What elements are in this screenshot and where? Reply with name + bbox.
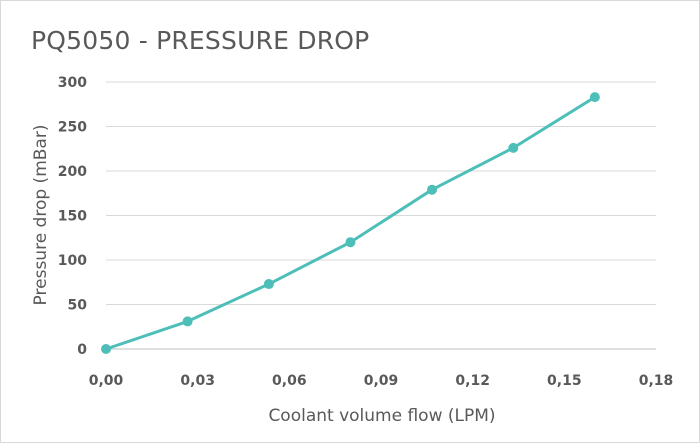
y-tick-label: 50: [68, 298, 88, 314]
series-line: [105, 95, 596, 351]
x-tick-label: 0,18: [639, 373, 674, 389]
data-point: [589, 92, 600, 103]
y-tick-label: 200: [58, 164, 87, 180]
y-tick-label: 0: [77, 342, 87, 358]
data-point: [508, 142, 519, 153]
x-tick-label: 0,00: [89, 373, 124, 389]
data-point: [101, 344, 111, 354]
data-point: [182, 316, 193, 327]
y-axis-title: Pressure drop (mBar): [31, 125, 51, 306]
y-tick-label: 250: [58, 120, 87, 136]
x-axis-title: Coolant volume flow (LPM): [268, 406, 495, 426]
x-tick-label: 0,03: [180, 373, 215, 389]
data-point: [263, 279, 274, 290]
data-point: [345, 237, 356, 248]
x-tick-label: 0,12: [455, 373, 490, 389]
x-tick-label: 0,06: [272, 373, 307, 389]
y-tick-label: 300: [58, 75, 87, 91]
chart-title: PQ5050 - PRESSURE DROP: [31, 26, 370, 55]
y-tick-label: 100: [58, 253, 87, 269]
y-tick-label: 150: [58, 209, 87, 225]
data-point: [427, 184, 438, 195]
x-tick-label: 0,15: [547, 373, 582, 389]
x-tick-label: 0,09: [364, 373, 399, 389]
